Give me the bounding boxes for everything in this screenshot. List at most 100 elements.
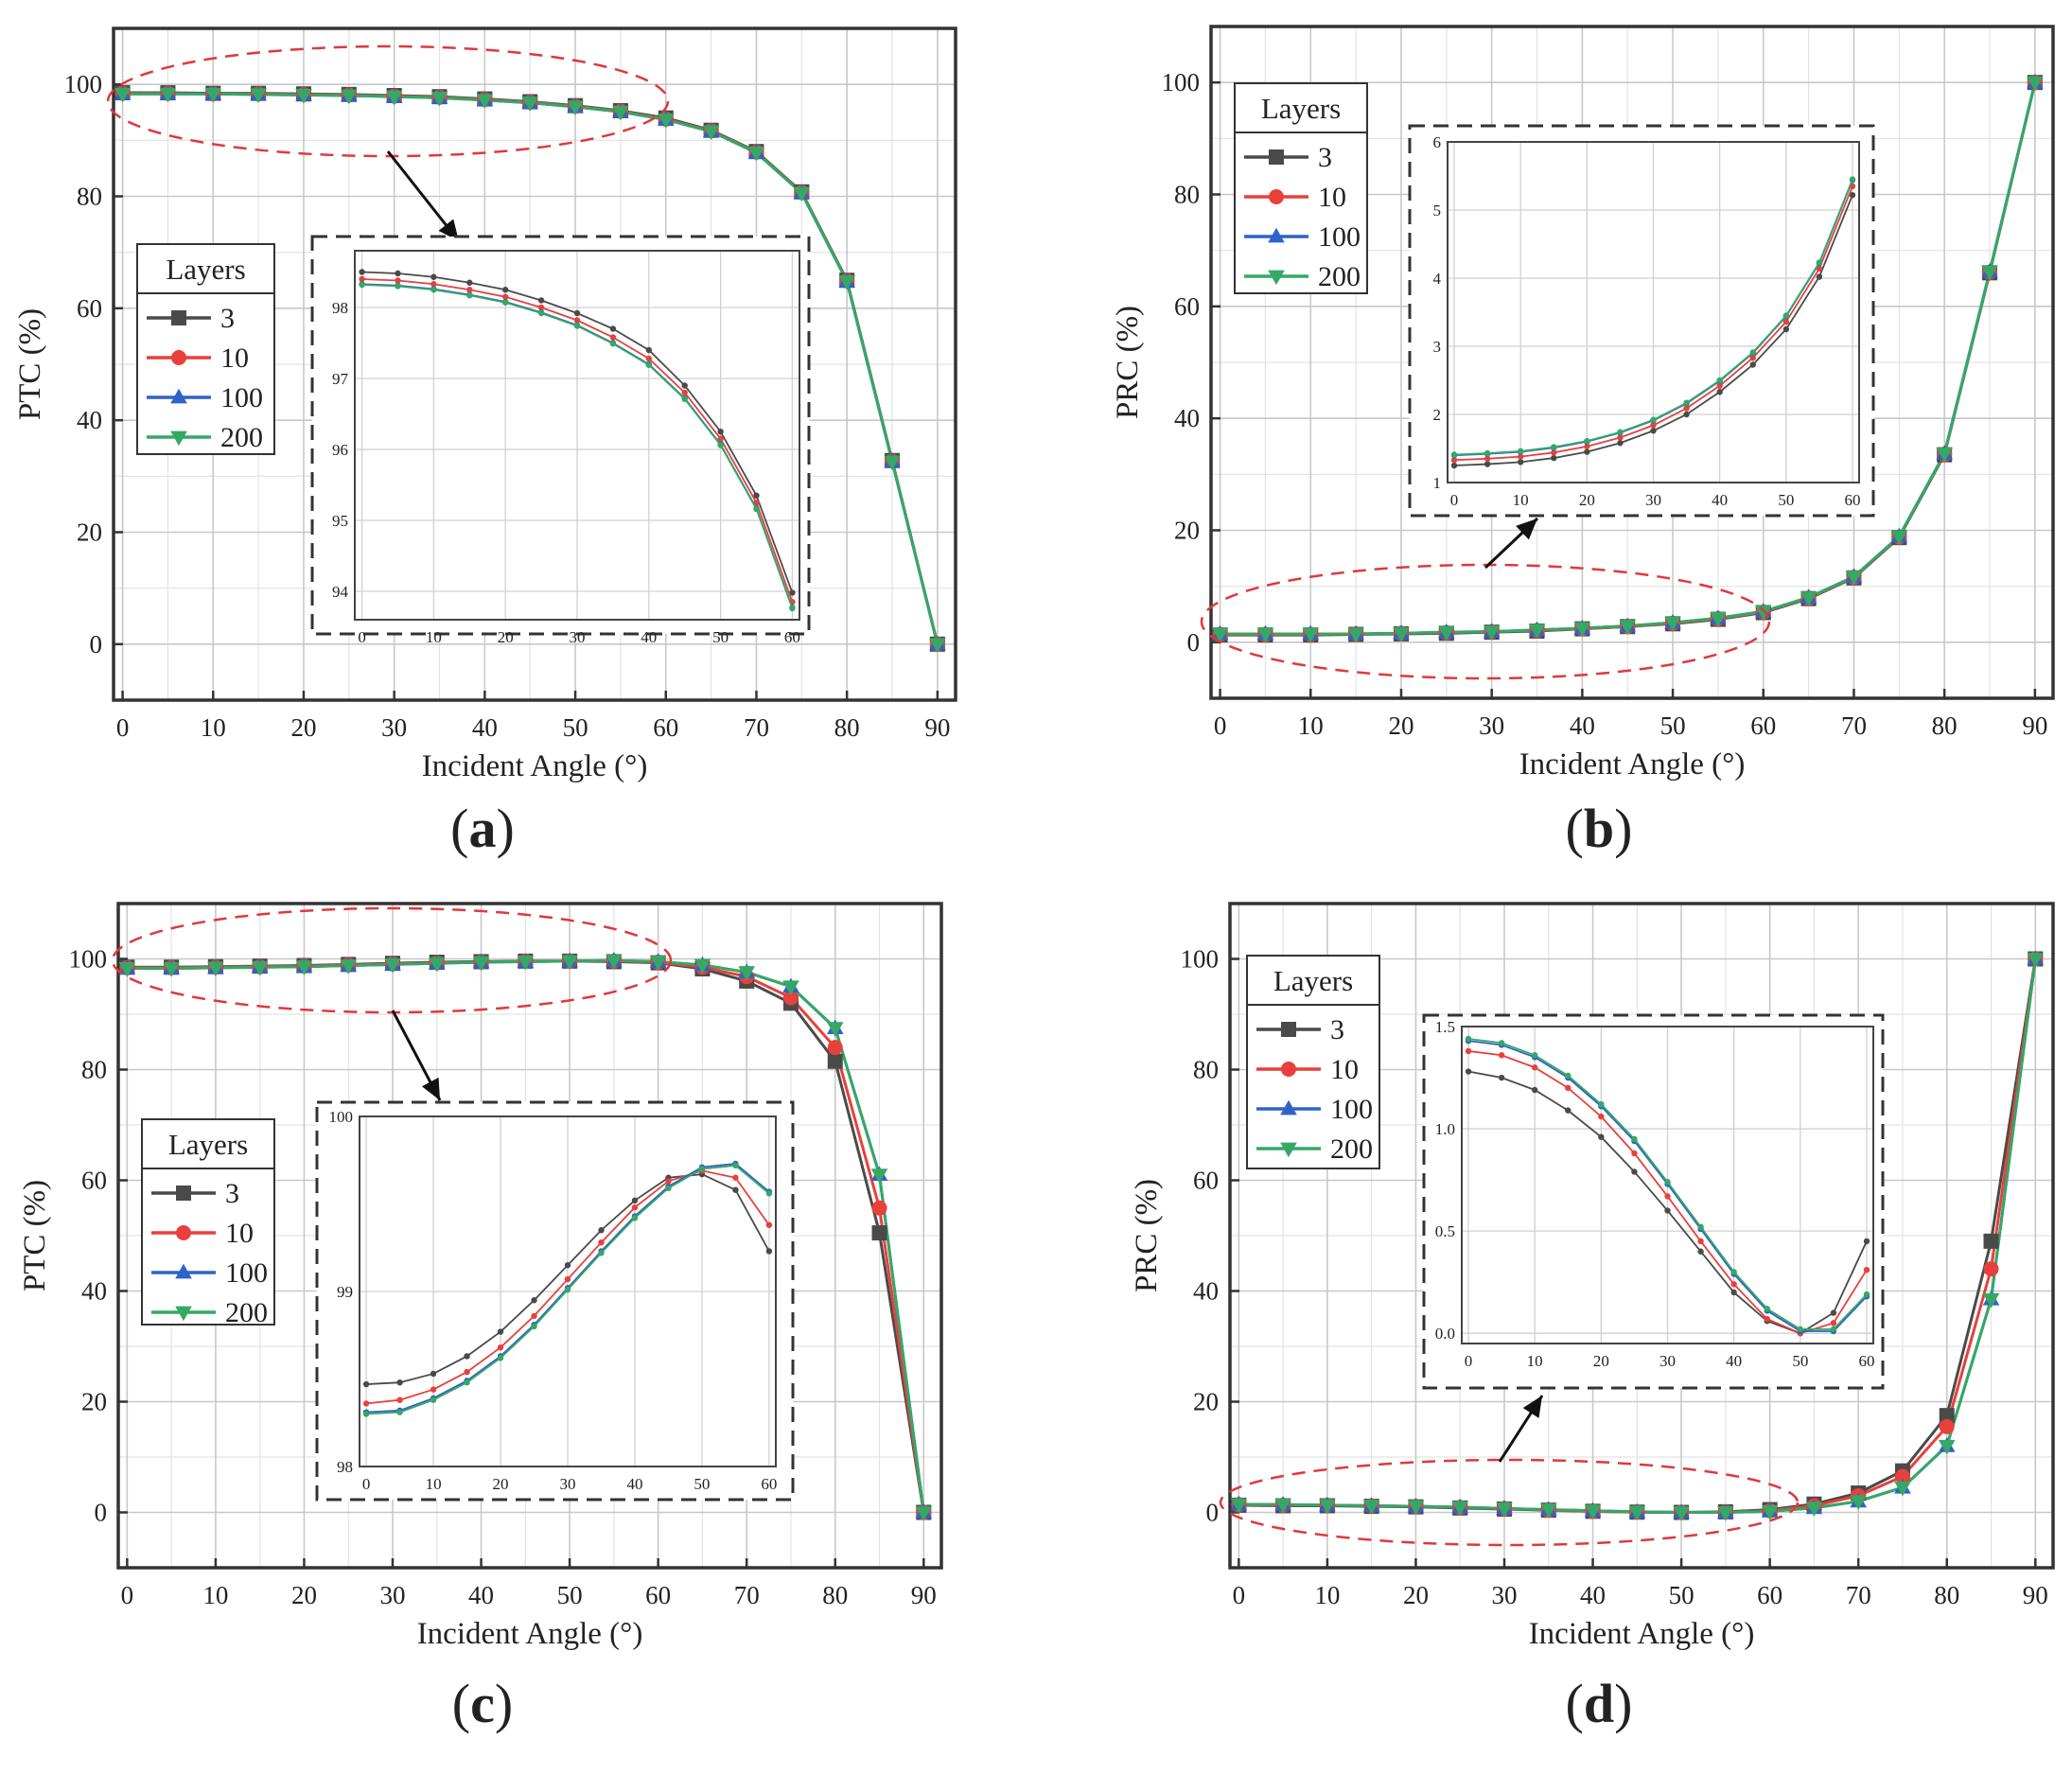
- inset-x-tick-label: 40: [641, 628, 657, 646]
- inset-x-tick-label: 40: [1712, 491, 1728, 509]
- inset-x-tick-label: 20: [1579, 491, 1595, 509]
- legend-title: Layers: [1261, 92, 1341, 125]
- y-tick-label: 0: [1206, 1499, 1220, 1527]
- inset-data-point-10: [1650, 422, 1657, 429]
- inset-data-point-200: [395, 283, 401, 290]
- inset-data-point-200: [1617, 429, 1624, 435]
- inset-data-point-200: [1465, 1035, 1472, 1043]
- inset-y-tick-label: 1.5: [1435, 1018, 1455, 1036]
- x-tick-label: 80: [822, 1581, 848, 1609]
- zoom-region-ellipse: [111, 906, 673, 1014]
- inset-data-point-10: [1584, 443, 1590, 450]
- x-tick-label: 0: [1233, 1581, 1246, 1609]
- x-tick-label: 40: [472, 713, 498, 742]
- inset-data-point-200: [609, 341, 617, 347]
- data-point-200: [207, 961, 224, 977]
- x-tick-label: 70: [734, 1581, 760, 1609]
- inset-data-point-200: [1683, 399, 1690, 406]
- inset-x-tick-label: 30: [570, 628, 586, 646]
- inset-data-point-10: [464, 1368, 470, 1376]
- inset-data-point-10: [1484, 455, 1491, 462]
- x-tick-label: 30: [1492, 1581, 1518, 1609]
- inset-y-tick-label: 1.0: [1435, 1120, 1455, 1138]
- y-tick-label: 100: [64, 70, 103, 98]
- zoom-region-ellipse: [106, 44, 670, 158]
- inset-data-point-3: [1782, 325, 1790, 333]
- inset-data-point-3: [1631, 1168, 1638, 1175]
- data-point-200: [1274, 1498, 1291, 1514]
- inset-data-point-200: [531, 1323, 537, 1330]
- data-point-200: [1362, 1500, 1380, 1515]
- inset-data-point-10: [1551, 449, 1557, 456]
- data-point-200: [1407, 1500, 1425, 1516]
- legend-marker-3: [1281, 1022, 1296, 1037]
- legend-marker-100: [170, 388, 187, 404]
- data-point-10: [1894, 1468, 1910, 1484]
- inset-data-point-200: [1830, 1326, 1837, 1333]
- data-point-200: [1483, 625, 1501, 641]
- inset-y-tick-label: 95: [332, 512, 348, 530]
- inset-data-point-200: [1797, 1326, 1804, 1333]
- legend-label-200: 200: [1330, 1133, 1373, 1165]
- x-tick-label: 50: [563, 713, 588, 742]
- data-point-200: [1230, 1498, 1248, 1514]
- inset-data-point-3: [531, 1297, 537, 1304]
- data-point-200: [385, 90, 403, 106]
- legend-marker-3: [171, 310, 186, 325]
- data-point-200: [915, 1506, 933, 1521]
- x-tick-label: 30: [380, 1581, 406, 1609]
- inset-data-point-200: [1782, 312, 1790, 319]
- chart-panel-b: 0 10 20 30 40 50 60 70 80 90020406080100Incident …: [1111, 25, 2055, 859]
- data-point-200: [747, 146, 765, 162]
- inset-data-point-3: [464, 1353, 470, 1360]
- y-tick-label: 20: [77, 518, 102, 547]
- inset-data-point-3: [564, 1262, 571, 1269]
- inset-data-point-10: [430, 281, 437, 288]
- inset-x-tick-label: 30: [1659, 1352, 1676, 1370]
- inset-data-point-200: [717, 442, 724, 448]
- inset-y-tick-label: 6: [1433, 133, 1442, 151]
- inset-data-point-3: [501, 287, 509, 293]
- inset-y-tick-label: 1: [1433, 474, 1442, 492]
- y-tick-label: 60: [1174, 292, 1200, 321]
- inset-data-point-10: [362, 1400, 370, 1407]
- inset-data-point-3: [1863, 1238, 1870, 1245]
- inset-data-point-200: [396, 1409, 403, 1415]
- inset-data-point-3: [1617, 440, 1624, 447]
- inset-data-point-10: [1631, 1150, 1638, 1157]
- inset-data-point-200: [1730, 1269, 1737, 1275]
- x-tick-label: 70: [744, 713, 769, 742]
- inset-data-point-10: [1450, 457, 1458, 464]
- legend-title: Layers: [1273, 964, 1353, 997]
- zoom-arrow-head: [1522, 1396, 1542, 1418]
- legend-label-100: 100: [1330, 1094, 1373, 1125]
- inset-data-point-10: [1517, 453, 1524, 460]
- inset-data-point-3: [395, 270, 401, 277]
- inset-data-point-200: [430, 287, 437, 293]
- legend-label-200: 200: [1318, 261, 1361, 292]
- inset-data-point-200: [1816, 259, 1823, 266]
- inset-data-point-3: [573, 309, 581, 317]
- x-tick-label: 70: [1841, 711, 1867, 740]
- data-point-10: [871, 1200, 887, 1216]
- data-point-200: [521, 97, 539, 112]
- inset-data-point-200: [1764, 1306, 1770, 1312]
- inset-data-point-3: [765, 1248, 773, 1255]
- legend-label-100: 100: [225, 1257, 268, 1289]
- panel-label: (a): [450, 798, 515, 859]
- inset-data-point-200: [765, 1190, 773, 1197]
- inset-data-point-10: [573, 317, 581, 324]
- x-tick-label: 20: [1403, 1581, 1429, 1609]
- x-tick-label: 60: [1750, 711, 1776, 740]
- data-point-200: [428, 957, 446, 973]
- inset-data-point-3: [1683, 411, 1690, 418]
- x-tick-label: 80: [834, 713, 860, 742]
- legend-label-10: 10: [225, 1218, 254, 1249]
- plot-frame: [1209, 25, 2055, 700]
- inset-x-tick-label: 0: [1465, 1352, 1473, 1370]
- legend-marker-10: [171, 350, 186, 365]
- y-tick-label: 20: [1193, 1388, 1219, 1416]
- legend-marker-100: [1280, 1099, 1297, 1115]
- inset-data-point-10: [598, 1239, 605, 1246]
